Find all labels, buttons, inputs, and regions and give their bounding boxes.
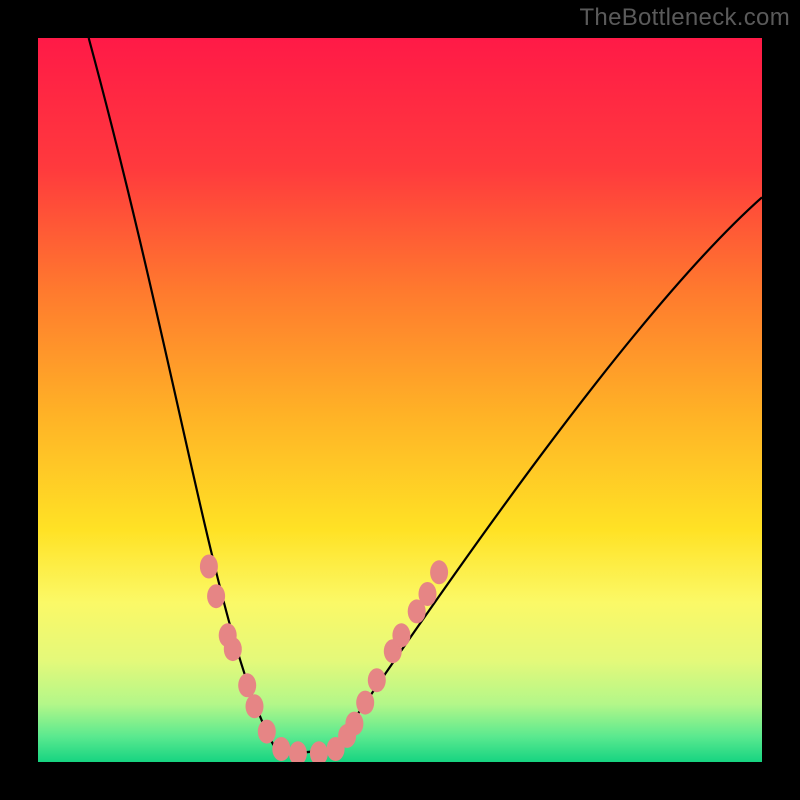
marker-dot	[345, 712, 363, 736]
watermark-label: TheBottleneck.com	[579, 4, 790, 32]
marker-dot	[419, 582, 437, 606]
chart-svg	[0, 0, 800, 800]
marker-dot	[258, 720, 276, 744]
marker-dot	[289, 741, 307, 765]
marker-dot	[238, 673, 256, 697]
marker-dot	[246, 694, 264, 718]
marker-dot	[356, 691, 374, 715]
chart-frame: TheBottleneck.com	[0, 0, 800, 800]
marker-dot	[224, 637, 242, 661]
marker-dot	[310, 741, 328, 765]
marker-dot	[200, 555, 218, 579]
marker-dot	[392, 623, 410, 647]
marker-dot	[272, 737, 290, 761]
marker-dot	[207, 584, 225, 608]
marker-dot	[430, 560, 448, 584]
marker-dot	[368, 668, 386, 692]
